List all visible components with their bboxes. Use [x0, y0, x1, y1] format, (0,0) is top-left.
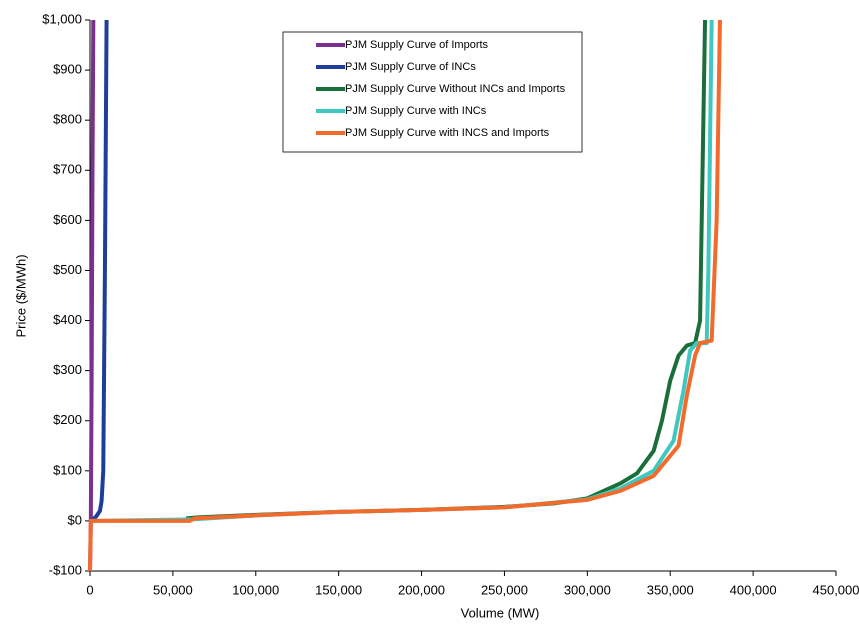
x-tick-label: 450,000: [813, 582, 859, 597]
legend-label: PJM Supply Curve Without INCs and Import…: [345, 83, 566, 95]
x-tick-label: 400,000: [730, 582, 777, 597]
x-tick-label: 200,000: [398, 582, 445, 597]
legend-label: PJM Supply Curve with INCs: [345, 105, 487, 117]
x-tick-label: 50,000: [153, 582, 193, 597]
y-tick-label: $800: [53, 112, 82, 127]
y-tick-label: $700: [53, 162, 82, 177]
y-axis-title: Price ($/MWh): [13, 254, 28, 337]
legend-label: PJM Supply Curve with INCS and Imports: [345, 127, 550, 139]
series-line: [88, 19, 722, 572]
legend-label: PJM Supply Curve of Imports: [345, 39, 489, 51]
y-tick-label: $600: [53, 212, 82, 227]
legend-label: PJM Supply Curve of INCs: [345, 61, 476, 73]
y-tick-label: $900: [53, 62, 82, 77]
x-tick-label: 0: [86, 582, 93, 597]
y-tick-label: $100: [53, 462, 82, 477]
x-axis-title: Volume (MW): [461, 605, 540, 620]
y-tick-label: $500: [53, 262, 82, 277]
x-tick-label: 250,000: [481, 582, 528, 597]
x-tick-label: 350,000: [647, 582, 694, 597]
x-tick-label: 150,000: [315, 582, 362, 597]
x-tick-label: 300,000: [564, 582, 611, 597]
y-tick-label: $200: [53, 412, 82, 427]
x-tick-label: 100,000: [232, 582, 279, 597]
series-line: [89, 19, 109, 523]
y-tick-label: -$100: [49, 562, 82, 577]
y-tick-label: $400: [53, 312, 82, 327]
y-tick-label: $300: [53, 362, 82, 377]
y-tick-label: $0: [68, 512, 82, 527]
y-tick-label: $1,000: [42, 11, 82, 26]
